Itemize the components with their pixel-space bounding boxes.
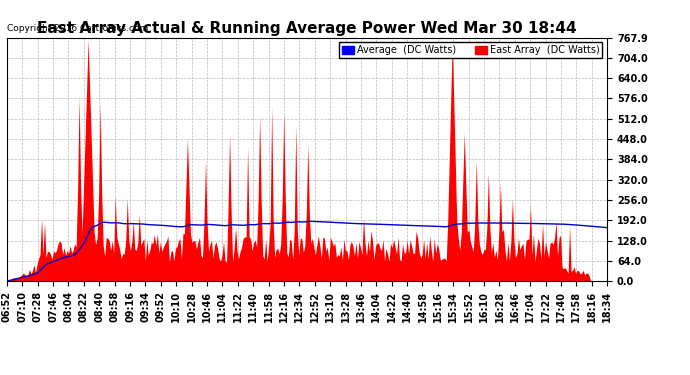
Text: Copyright 2016 Cartronics.com: Copyright 2016 Cartronics.com xyxy=(7,24,148,33)
Legend: Average  (DC Watts), East Array  (DC Watts): Average (DC Watts), East Array (DC Watts… xyxy=(339,42,602,58)
Title: East Array Actual & Running Average Power Wed Mar 30 18:44: East Array Actual & Running Average Powe… xyxy=(37,21,577,36)
